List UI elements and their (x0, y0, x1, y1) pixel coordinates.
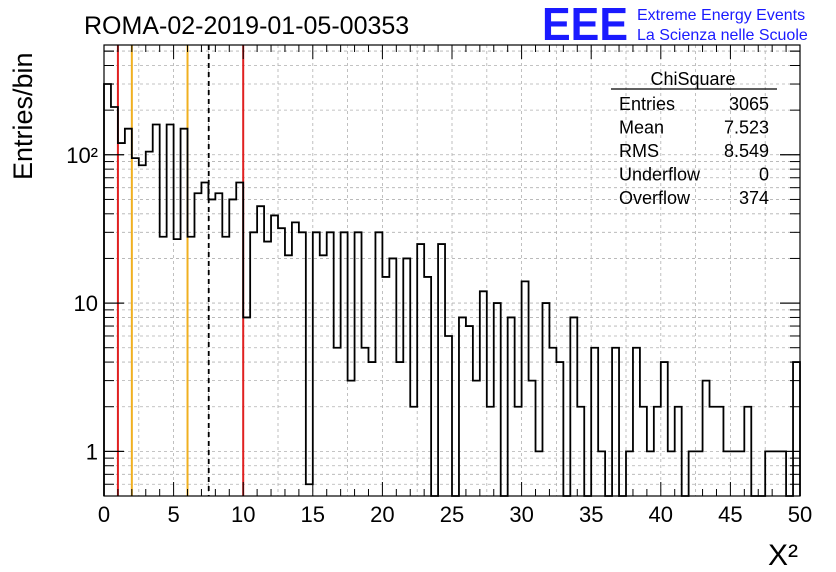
stats-label: Mean (619, 118, 664, 138)
histogram-bin (250, 232, 257, 496)
x-tick-label: 50 (788, 502, 812, 527)
histogram-bin (146, 152, 153, 496)
histogram-bin (257, 206, 264, 496)
stats-box: ChiSquare Entries 3065 Mean 7.523 RMS 8.549 Un… (611, 69, 777, 208)
histogram-bin (174, 239, 181, 496)
logo-line-2: La Scienza nelle Scuole (637, 27, 808, 44)
y-tick-label: 10² (66, 143, 98, 168)
x-tick-label: 30 (509, 502, 533, 527)
histogram-bin (403, 258, 410, 496)
stats-label: Entries (619, 94, 675, 114)
histogram-bin (348, 381, 355, 496)
histogram-bin (201, 183, 208, 496)
logo-line-1: Extreme Energy Events (637, 7, 805, 24)
histogram-bin (118, 143, 125, 496)
histogram-bin (215, 193, 222, 496)
histogram-bin (125, 129, 132, 496)
stats-value: 3065 (729, 94, 769, 114)
histogram-bin (522, 281, 529, 496)
histogram-bin (494, 303, 501, 496)
y-tick-label: 1 (86, 439, 98, 464)
y-tick-label: 10 (74, 291, 98, 316)
stats-title: ChiSquare (650, 69, 735, 89)
histogram-bin (529, 381, 536, 496)
histogram-bin (139, 165, 146, 496)
stats-value: 0 (759, 165, 769, 185)
y-axis-label: Entries/bin (8, 52, 38, 180)
histogram-bin (104, 84, 111, 496)
histogram-bin (368, 362, 375, 496)
stats-value: 374 (739, 188, 769, 208)
histogram-bin (703, 381, 710, 496)
histogram-bin (556, 362, 563, 496)
x-tick-label: 35 (579, 502, 603, 527)
histogram-outline (103, 83, 801, 497)
histogram-bin (341, 232, 348, 496)
stats-label: RMS (619, 141, 659, 161)
histogram-bin (633, 348, 640, 496)
histogram-bin (473, 381, 480, 496)
histogram-bin (327, 232, 334, 496)
histogram-bin (271, 215, 278, 496)
eee-logo: EEE Extreme Energy Events La Scienza nel… (542, 0, 808, 50)
histogram-bin (480, 291, 487, 496)
y-tick-labels: 1 10 10² (66, 143, 98, 465)
x-tick-label: 45 (718, 502, 742, 527)
histogram-bars (103, 83, 801, 497)
histogram-bin (612, 348, 619, 496)
histogram-bin (181, 129, 188, 496)
histogram-bin (160, 237, 167, 496)
histogram-bin (306, 484, 313, 496)
histogram-bin (236, 183, 243, 496)
x-tick-label: 20 (370, 502, 394, 527)
x-tick-label: 0 (98, 502, 110, 527)
stats-value: 7.523 (724, 118, 769, 138)
stats-label: Underflow (619, 165, 701, 185)
x-tick-label: 5 (167, 502, 179, 527)
logo-eee: EEE (542, 0, 628, 50)
histogram-bin (445, 336, 452, 496)
histogram-bin (188, 237, 195, 496)
x-tick-label: 25 (440, 502, 464, 527)
histogram-bin (549, 348, 556, 496)
x-tick-label: 40 (649, 502, 673, 527)
stats-label: Overflow (619, 188, 691, 208)
histogram-bin (320, 255, 327, 496)
histogram-bin (661, 362, 668, 496)
histogram-bin (334, 348, 341, 496)
histogram-bin (285, 255, 292, 496)
histogram-bin (396, 362, 403, 496)
histogram-bin (292, 222, 299, 496)
histogram-bin (466, 326, 473, 496)
histogram-bin (793, 362, 800, 496)
histogram-bin (362, 348, 369, 496)
x-tick-labels: 0 5 10 15 20 25 30 35 40 45 50 (98, 502, 812, 527)
stats-rows: Entries 3065 Mean 7.523 RMS 8.549 Underflow 0 Ov… (619, 94, 769, 208)
histogram-bin (167, 125, 174, 496)
stats-value: 8.549 (724, 141, 769, 161)
x-tick-label: 10 (231, 502, 255, 527)
x-tick-label: 15 (301, 502, 325, 527)
histogram-bin (153, 125, 160, 496)
axis-ticks (103, 45, 801, 496)
histogram-bin (375, 232, 382, 496)
histogram-bin (111, 107, 118, 496)
histogram-bin (542, 303, 549, 496)
histogram-bin (591, 348, 598, 496)
histogram-bin (355, 232, 362, 496)
cut-lines (116, 45, 245, 496)
histogram-bin (313, 232, 320, 496)
chart-title: ROMA-02-2019-01-05-00353 (84, 12, 409, 40)
histogram-bin (194, 193, 201, 496)
histogram-bin (132, 158, 139, 496)
histogram-bin (299, 232, 306, 496)
histogram-bin (389, 258, 396, 496)
histogram-bin (222, 237, 229, 496)
x-axis-label: X² (768, 539, 798, 572)
